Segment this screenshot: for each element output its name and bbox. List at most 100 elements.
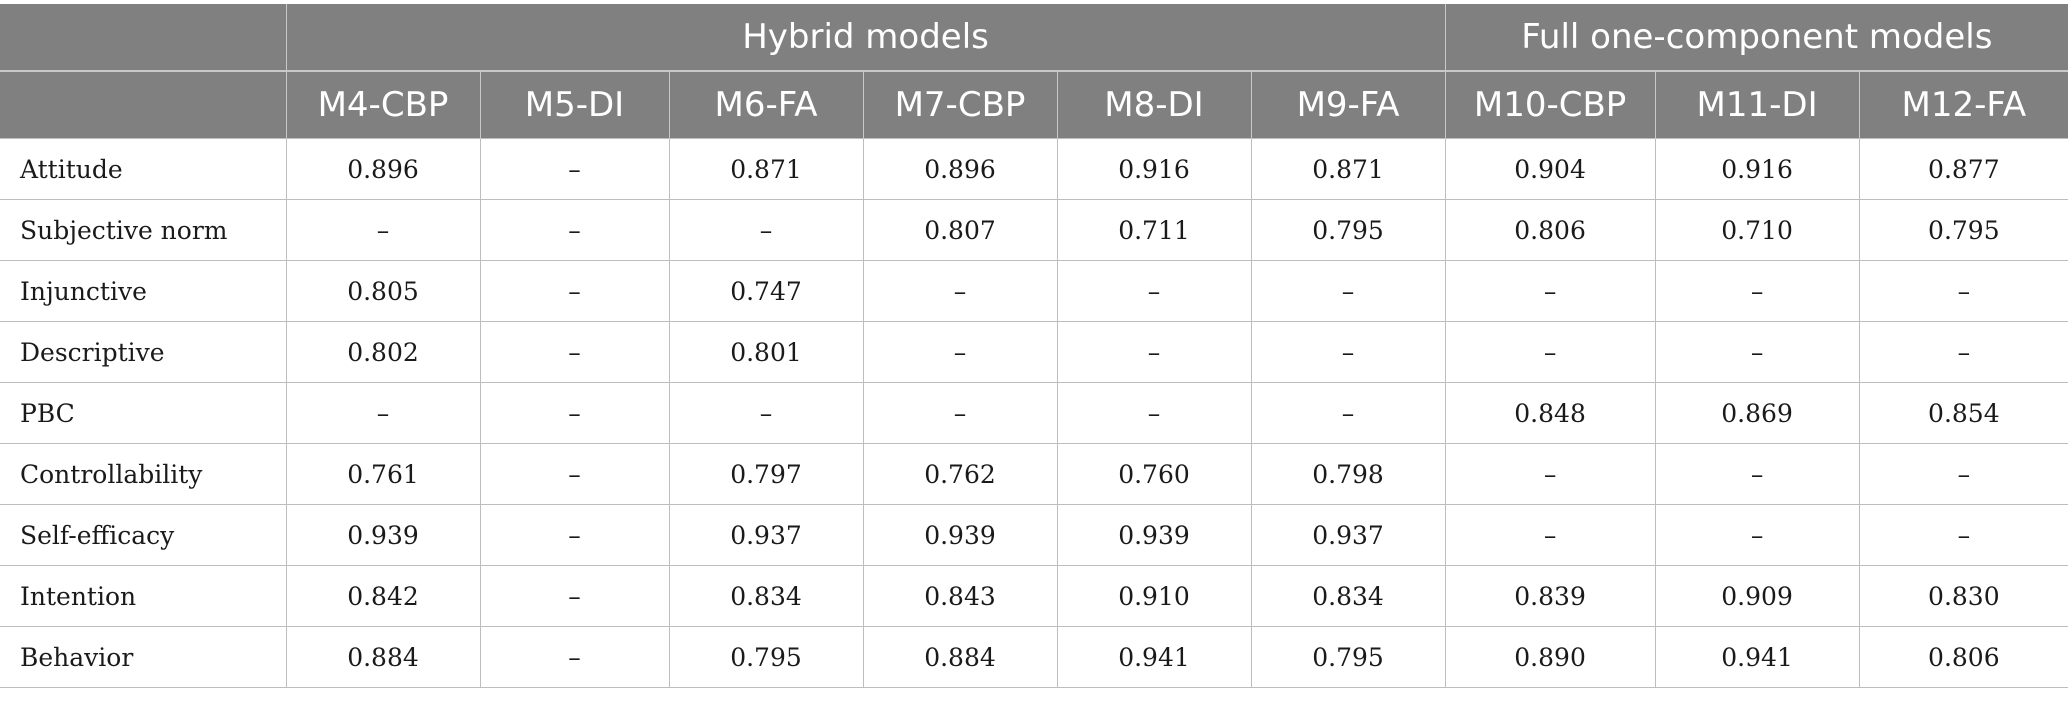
table-row: Self-efficacy 0.939–0.937 0.939 0.939 0.937–… — [0, 504, 2068, 566]
table-cell: – — [285, 199, 481, 261]
table-cell: 0.939 — [1056, 504, 1252, 566]
table-cell: 0.842 — [285, 565, 481, 627]
table-cell: – — [479, 504, 670, 566]
table-cell: – — [668, 199, 864, 261]
column-header-m9-fa: M9-FA — [1250, 71, 1446, 139]
table-row: Subjective norm – – –0.807 0.711 0.795 0.806 0.… — [0, 199, 2068, 261]
table-cell: 0.939 — [285, 504, 481, 566]
table-cell: – — [1444, 504, 1656, 566]
table-cell: 0.806 — [1858, 626, 2068, 688]
group-header-empty — [0, 4, 286, 72]
row-label: Subjective norm — [0, 199, 287, 261]
table-cell: 0.848 — [1444, 382, 1656, 444]
row-label: Descriptive — [0, 321, 287, 383]
table-cell: – — [1056, 260, 1252, 322]
table-cell: 0.854 — [1858, 382, 2068, 444]
table-cell: – — [1250, 321, 1446, 383]
table-cell: – — [1858, 504, 2068, 566]
table-cell: 0.762 — [862, 443, 1058, 505]
table-row: Attitude 0.896–0.871 0.896 0.916 0.871 0.904 0… — [0, 138, 2068, 200]
table-cell: 0.904 — [1444, 138, 1656, 200]
table-cell: – — [1444, 443, 1656, 505]
table-cell: 0.760 — [1056, 443, 1252, 505]
table-cell: 0.871 — [668, 138, 864, 200]
table-cell: 0.830 — [1858, 565, 2068, 627]
row-label: Injunctive — [0, 260, 287, 322]
table-cell: – — [479, 382, 670, 444]
table-cell: – — [1858, 443, 2068, 505]
table-cell: 0.747 — [668, 260, 864, 322]
column-header-m4-cbp: M4-CBP — [285, 71, 480, 139]
results-table: Hybrid models Full one-component models … — [0, 4, 2068, 688]
table-row: Controllability 0.761 – 0.797 0.762 0.760 0.79… — [0, 443, 2068, 505]
row-label: Controllability — [0, 443, 287, 505]
table-cell: 0.869 — [1654, 382, 1860, 444]
table-cell: – — [1654, 443, 1860, 505]
table-cell: 0.761 — [285, 443, 481, 505]
table-cell: – — [479, 626, 670, 688]
table-cell: – — [862, 321, 1058, 383]
table-cell: 0.916 — [1654, 138, 1860, 200]
table-cell: 0.798 — [1250, 443, 1446, 505]
table-cell: 0.802 — [285, 321, 481, 383]
table-cell: – — [1444, 321, 1656, 383]
group-header-full-one-component: Full one-component models — [1444, 4, 2068, 72]
table-cell: 0.890 — [1444, 626, 1656, 688]
table-cell: 0.884 — [862, 626, 1058, 688]
table-cell: – — [479, 199, 670, 261]
table-cell: 0.941 — [1056, 626, 1252, 688]
table-cell: – — [479, 321, 670, 383]
table-cell: – — [862, 382, 1058, 444]
table-cell: 0.839 — [1444, 565, 1656, 627]
table-cell: 0.896 — [862, 138, 1058, 200]
table-cell: – — [862, 260, 1058, 322]
model-header-row: M4-CBP M5-DI M6-FA M7-CBP M8-DI M9-FA M1… — [0, 71, 2068, 139]
table-cell: 0.910 — [1056, 565, 1252, 627]
table-cell: 0.941 — [1654, 626, 1860, 688]
table-cell: 0.937 — [1250, 504, 1446, 566]
table-cell: – — [479, 260, 670, 322]
group-header-hybrid: Hybrid models — [285, 4, 1446, 72]
table-cell: 0.795 — [1250, 199, 1446, 261]
table-row: PBC – – – – – –0.848 0.869 0.854 — [0, 382, 2068, 444]
table-cell: 0.937 — [668, 504, 864, 566]
table-cell: – — [479, 138, 670, 200]
table-cell: 0.896 — [285, 138, 481, 200]
column-header-m8-di: M8-DI — [1056, 71, 1251, 139]
table-cell: 0.884 — [285, 626, 481, 688]
table-cell: – — [1250, 382, 1446, 444]
column-header-m5-di: M5-DI — [479, 71, 669, 139]
column-header-m10-cbp: M10-CBP — [1444, 71, 1656, 139]
table-cell: – — [1858, 321, 2068, 383]
table-cell: 0.795 — [1858, 199, 2068, 261]
table-cell: 0.797 — [668, 443, 864, 505]
column-header-m12-fa: M12-FA — [1858, 71, 2068, 139]
table-cell: – — [1654, 321, 1860, 383]
row-label: PBC — [0, 382, 287, 444]
table-cell: 0.801 — [668, 321, 864, 383]
column-header-m11-di: M11-DI — [1654, 71, 1860, 139]
table-cell: 0.877 — [1858, 138, 2068, 200]
table-cell: – — [1056, 382, 1252, 444]
table-cell: – — [1654, 260, 1860, 322]
table-cell: 0.807 — [862, 199, 1058, 261]
table-cell: – — [1250, 260, 1446, 322]
row-label: Self-efficacy — [0, 504, 287, 566]
column-header-m6-fa: M6-FA — [668, 71, 863, 139]
table-cell: – — [1654, 504, 1860, 566]
table-cell: – — [479, 565, 670, 627]
table-cell: 0.834 — [668, 565, 864, 627]
group-header-row: Hybrid models Full one-component models — [0, 4, 2068, 72]
table-cell: 0.843 — [862, 565, 1058, 627]
row-label: Behavior — [0, 626, 287, 688]
table-body: Attitude 0.896–0.871 0.896 0.916 0.871 0.904 0… — [0, 138, 2068, 688]
table-cell: – — [1056, 321, 1252, 383]
table-header: Hybrid models Full one-component models … — [0, 4, 2068, 139]
table-row: Intention 0.842–0.834 0.843 0.910 0.834 0.839… — [0, 565, 2068, 627]
table-cell: – — [668, 382, 864, 444]
table-cell: 0.939 — [862, 504, 1058, 566]
table-cell: 0.834 — [1250, 565, 1446, 627]
table-cell: 0.805 — [285, 260, 481, 322]
table-cell: 0.806 — [1444, 199, 1656, 261]
table-row: Injunctive 0.805–0.747– – – – – – — [0, 260, 2068, 322]
